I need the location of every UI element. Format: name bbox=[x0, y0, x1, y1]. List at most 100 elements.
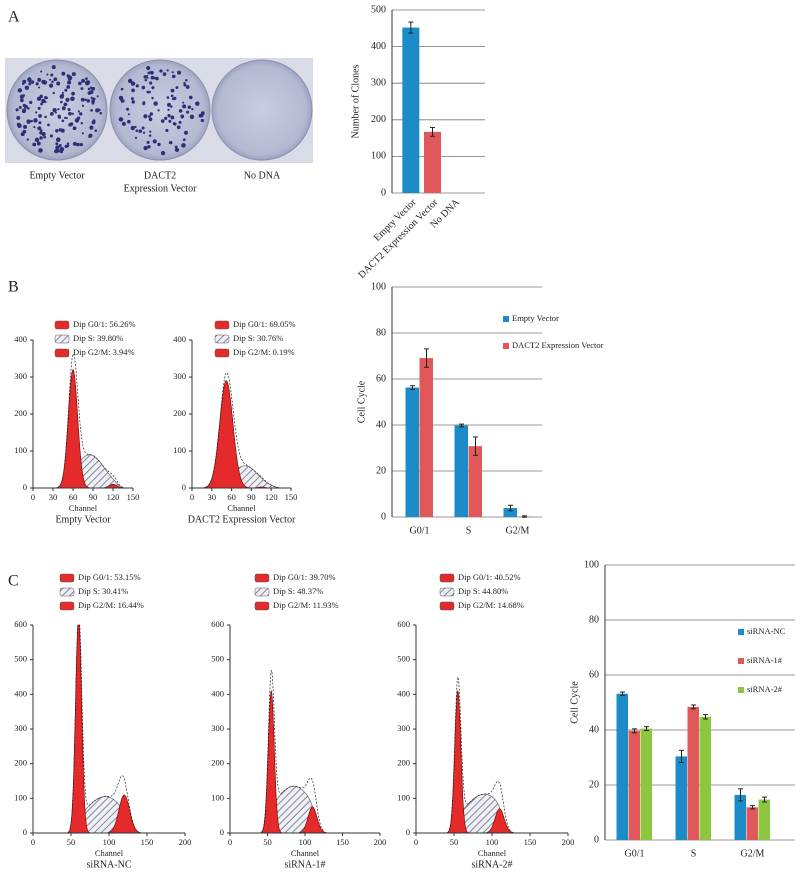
colony bbox=[80, 87, 84, 91]
y-tick-label: 400 bbox=[397, 688, 410, 698]
legend-label: siRNA-NC bbox=[747, 626, 786, 636]
legend-label: Dip S: 39.80% bbox=[73, 333, 123, 343]
colony bbox=[30, 119, 33, 123]
colony bbox=[43, 135, 47, 139]
colony bbox=[81, 132, 84, 135]
colony bbox=[174, 147, 180, 153]
colony bbox=[69, 122, 74, 126]
colony bbox=[26, 119, 31, 124]
error-bar bbox=[459, 423, 464, 428]
error-bar bbox=[691, 704, 696, 710]
photo-caption: DACT2 bbox=[144, 170, 176, 181]
x-tick-label: 60 bbox=[69, 492, 78, 502]
y-tick-label: 400 bbox=[211, 688, 224, 698]
colony bbox=[40, 102, 44, 106]
y-tick-label: 20 bbox=[589, 779, 599, 790]
legend-swatch bbox=[738, 629, 744, 635]
colony bbox=[27, 107, 30, 110]
colony bbox=[141, 85, 146, 90]
colony bbox=[33, 126, 36, 129]
colony bbox=[155, 76, 159, 81]
error-bar bbox=[703, 714, 708, 720]
colony bbox=[35, 111, 38, 114]
colony bbox=[47, 123, 50, 127]
y-tick-label: 200 bbox=[14, 758, 27, 768]
colony bbox=[17, 88, 23, 93]
colony bbox=[38, 148, 43, 153]
colony bbox=[51, 80, 54, 83]
dish bbox=[211, 59, 313, 161]
legend-swatch bbox=[54, 320, 70, 330]
x-tick-label: 150 bbox=[141, 837, 154, 847]
colony bbox=[131, 83, 134, 86]
colony bbox=[168, 119, 172, 123]
legend-label: Dip G0/1: 69.05% bbox=[233, 319, 296, 329]
colony bbox=[91, 101, 95, 105]
colony bbox=[134, 125, 137, 129]
colony bbox=[89, 125, 94, 130]
x-tick-label: 30 bbox=[49, 492, 58, 502]
colony bbox=[185, 85, 190, 89]
colony bbox=[44, 115, 47, 119]
colony bbox=[200, 111, 205, 115]
histogram-outline bbox=[192, 372, 291, 489]
legend-swatch bbox=[214, 320, 230, 330]
x-tick-label: 150 bbox=[127, 492, 140, 502]
colony bbox=[134, 136, 138, 139]
y-tick-label: 200 bbox=[371, 114, 386, 125]
colony bbox=[41, 79, 46, 85]
legend-swatch bbox=[214, 348, 230, 358]
bar bbox=[424, 131, 441, 193]
x-tick-label: 150 bbox=[524, 837, 537, 847]
colony bbox=[49, 111, 54, 116]
colony bbox=[150, 75, 155, 80]
colony bbox=[127, 78, 133, 84]
colony bbox=[89, 86, 93, 89]
histogram-s-phase bbox=[33, 796, 185, 834]
colony bbox=[20, 98, 24, 103]
x-tick-label: 0 bbox=[190, 492, 194, 502]
colony bbox=[149, 112, 154, 116]
colony bbox=[131, 100, 135, 104]
error-bar bbox=[410, 385, 415, 390]
colony bbox=[37, 126, 42, 131]
legend-label: Dip G2/M: 14.68% bbox=[458, 600, 524, 610]
colony bbox=[84, 80, 90, 86]
x-tick-label: G0/1 bbox=[625, 848, 645, 859]
legend-swatch bbox=[254, 573, 270, 583]
colony bbox=[175, 86, 179, 90]
colony bbox=[52, 107, 57, 113]
error-bar bbox=[644, 726, 649, 732]
colony bbox=[153, 101, 158, 106]
colony bbox=[142, 131, 146, 134]
y-tick-label: 100 bbox=[211, 792, 224, 802]
colony bbox=[127, 119, 131, 124]
colony bbox=[51, 65, 56, 70]
error-bar bbox=[522, 515, 527, 518]
y-tick-label: 500 bbox=[371, 4, 386, 15]
colony bbox=[24, 85, 30, 90]
x-tick-label: 0 bbox=[31, 837, 35, 847]
colony bbox=[39, 136, 43, 140]
y-tick-label: 0 bbox=[182, 482, 186, 492]
colony bbox=[160, 119, 165, 123]
colony bbox=[71, 91, 75, 96]
y-tick-label: 200 bbox=[14, 408, 27, 418]
x-axis-label: Channel bbox=[478, 848, 507, 858]
bar bbox=[503, 508, 517, 517]
colony bbox=[149, 130, 152, 133]
colony bbox=[143, 75, 147, 79]
caption: siRNA-1# bbox=[284, 859, 325, 870]
x-tick-label: G2/M bbox=[506, 525, 530, 536]
error-bar bbox=[473, 436, 478, 456]
colony bbox=[58, 144, 62, 148]
colony bbox=[166, 96, 170, 99]
colony bbox=[79, 112, 83, 116]
legend-swatch bbox=[54, 348, 70, 358]
colony bbox=[66, 142, 70, 145]
colony bbox=[95, 108, 100, 113]
y-tick-label: 400 bbox=[173, 334, 186, 344]
error-bar bbox=[750, 805, 755, 810]
y-tick-label: 300 bbox=[14, 723, 27, 733]
